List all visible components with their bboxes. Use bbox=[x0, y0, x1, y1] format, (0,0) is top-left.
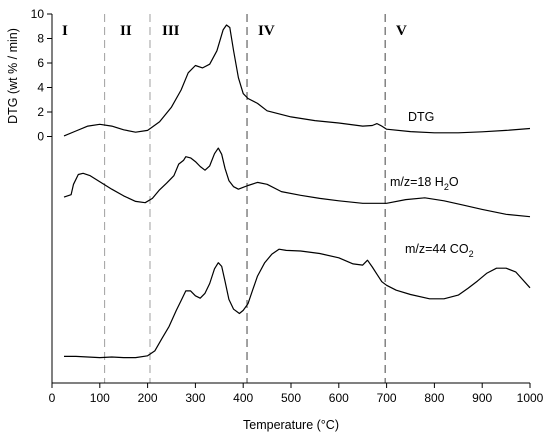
x-tick-label-600: 600 bbox=[329, 391, 349, 405]
region-label-V: V bbox=[396, 23, 407, 39]
x-tick-label-1000: 1000 bbox=[517, 391, 544, 405]
x-tick-label-800: 800 bbox=[424, 391, 444, 405]
x-tick-label-500: 500 bbox=[281, 391, 301, 405]
y-tick-label-8: 8 bbox=[37, 32, 44, 46]
y-tick-label-2: 2 bbox=[37, 105, 44, 119]
x-tick-label-200: 200 bbox=[138, 391, 158, 405]
x-axis-title: Temperature (°C) bbox=[243, 418, 339, 432]
region-label-II: II bbox=[120, 23, 132, 39]
y-tick-label-4: 4 bbox=[37, 81, 44, 95]
series-label-3: m/z=44 CO2 bbox=[405, 242, 474, 259]
x-tick-label-0: 0 bbox=[49, 391, 56, 405]
x-tick-label-700: 700 bbox=[377, 391, 397, 405]
region-layer bbox=[104, 14, 386, 383]
y-tick-label-10: 10 bbox=[31, 7, 45, 21]
x-tick-label-300: 300 bbox=[185, 391, 205, 405]
x-tick-label-100: 100 bbox=[90, 391, 110, 405]
curve-layer bbox=[63, 24, 531, 359]
series-label-1: DTG bbox=[408, 110, 434, 124]
region-label-III: III bbox=[162, 23, 180, 39]
axis-layer: 0 100 200 300 400 500 600 700 800 900 1000 0 2 4 6 8 10 bbox=[31, 7, 544, 405]
series-line-3 bbox=[64, 248, 531, 359]
y-tick-label-0: 0 bbox=[37, 130, 44, 144]
x-tick-label-400: 400 bbox=[233, 391, 253, 405]
series-line-2 bbox=[63, 147, 531, 218]
series-line-1 bbox=[63, 24, 531, 137]
y-tick-label-6: 6 bbox=[37, 56, 44, 70]
region-label-I: I bbox=[62, 23, 68, 39]
y-axis-title: DTG (wt % / min) bbox=[6, 28, 20, 124]
series-label-2: m/z=18 H2O bbox=[390, 175, 459, 192]
x-tick-label-900: 900 bbox=[472, 391, 492, 405]
region-label-IV: IV bbox=[258, 23, 275, 39]
